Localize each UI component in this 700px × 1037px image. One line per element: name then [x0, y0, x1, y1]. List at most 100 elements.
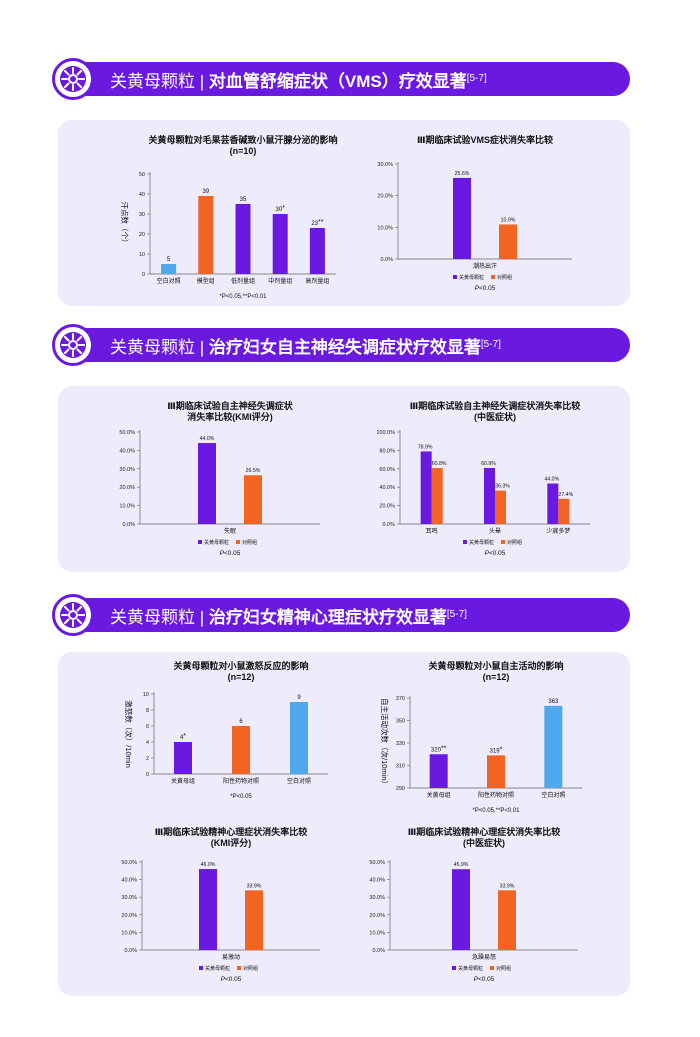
section-header-vms: 关黄母颗粒 | 对血管舒缩症状（VMS）疗效显著[5-7] [52, 58, 630, 100]
panel-psych: 关黄母颗粒对小鼠激怒反应的影响 (n=12) 0 2 4 6 8 10 激怒数（次）/10min… [58, 652, 630, 996]
chart-irritability-kmi: Ⅲ期临床试验精神心理症状消失率比较(KMI评分) 0.0% 10.0% 20.0% 30… [121, 826, 320, 983]
y-tick-label: 60.0% [379, 467, 395, 473]
chart-title: Ⅲ期临床试验VMS症状消失率比较 [417, 134, 553, 145]
y-tick-label: 50.0% [369, 860, 385, 866]
bar [198, 196, 214, 274]
bar-value-label: 78.9% [418, 444, 433, 450]
legend-swatch [236, 540, 240, 544]
chart-tcm-autonomic: Ⅲ期临床试验自主神经失调症状消失率比较(中医症状) 0.0% 20.0% 40.0% 6… [376, 400, 590, 557]
x-tick-label: 空白对照 [541, 791, 565, 799]
y-tick-label: 370 [396, 696, 405, 702]
brand-logo-icon [52, 58, 94, 100]
panel-vms: 关黄母颗粒对毛果芸香碱致小鼠汗腺分泌的影响 (n=10) 0 10 20 30 40 50 汗点… [58, 120, 630, 306]
y-tick-label: 40.0% [121, 878, 137, 884]
chart-irritability-tcm: Ⅲ期临床试验精神心理症状消失率比较(中医症状) 0.0% 10.0% 20.0% 30.… [369, 826, 578, 983]
x-tick-label: 空白对照 [287, 777, 311, 785]
y-tick-label: 10.0% [369, 930, 385, 936]
y-tick-label: 10.0% [119, 504, 135, 510]
chart-subtitle: (n=10) [230, 146, 257, 156]
y-tick-label: 30.0% [121, 895, 137, 901]
y-tick-label: 30.0% [369, 895, 385, 901]
legend-swatch [452, 966, 456, 970]
x-tick-label: 关黄母组 [427, 791, 451, 799]
significance-note: P<0.05 [220, 550, 241, 557]
y-tick-label: 20.0% [119, 485, 135, 491]
bar-value-label: 60.9% [481, 461, 496, 467]
bar-value-label: 25.6% [455, 171, 470, 177]
bar-value-label: 5 [167, 257, 171, 263]
x-tick-label: 急躁易怒 [472, 953, 496, 961]
y-tick-label: 10 [143, 692, 149, 698]
y-tick-label: 30.0% [377, 162, 393, 168]
y-tick-label: 50.0% [119, 430, 135, 436]
legend-label: 对照组 [497, 274, 512, 281]
significance-note: *P<0.05 [230, 794, 252, 800]
bar-value-label: 39 [202, 189, 209, 195]
bar-value-label: 10.9% [501, 217, 516, 223]
y-tick-label: 100.0% [376, 430, 395, 436]
bar [244, 475, 262, 524]
legend-swatch [453, 275, 457, 279]
y-axis-label: 激怒数（次）/10min [124, 700, 134, 768]
chart-title: 关黄母颗粒对小鼠激怒反应的影响 [173, 660, 308, 671]
x-tick-label: 阳性药物对照 [478, 791, 514, 799]
bar [245, 890, 263, 950]
y-tick-label: 80.0% [379, 448, 395, 454]
bar [290, 702, 308, 774]
chart-title: 关黄母颗粒对毛果芸香碱致小鼠汗腺分泌的影响 [148, 134, 337, 145]
chart-subtitle: (KMI评分) [211, 837, 252, 848]
y-tick-label: 0 [142, 272, 145, 278]
legend-label: 关黄母颗粒 [458, 965, 483, 972]
bar-value-label: 45.9% [454, 862, 469, 868]
x-tick-label: 头晕 [489, 527, 501, 535]
x-tick-label: 低剂量组 [231, 277, 255, 285]
bar [174, 742, 192, 774]
y-tick-label: 50 [139, 172, 145, 178]
bar-value-label: 6 [239, 719, 243, 725]
bar-value-label: 35 [240, 197, 247, 203]
x-tick-label: 模型组 [197, 277, 215, 285]
legend-label: 关黄母颗粒 [469, 539, 494, 546]
y-tick-label: 40.0% [379, 485, 395, 491]
legend-swatch [198, 540, 202, 544]
legend-swatch [463, 540, 467, 544]
bar-value-label: 36.3% [495, 484, 510, 490]
bar [431, 468, 443, 524]
bar [235, 204, 251, 274]
bar [547, 483, 559, 524]
y-tick-label: 350 [396, 719, 405, 725]
section-title: 关黄母颗粒 | 对血管舒缩症状（VMS）疗效显著[5-7] [110, 72, 487, 91]
bar-value-label: 44.0% [200, 436, 215, 442]
bar-value-label: 33.9% [500, 883, 515, 889]
y-tick-label: 8 [146, 708, 149, 714]
x-tick-label: 高剂量组 [305, 277, 329, 285]
chart-subtitle: (中医症状) [463, 837, 505, 848]
y-tick-label: 4 [146, 740, 149, 746]
y-tick-label: 10.0% [121, 930, 137, 936]
bar [309, 228, 325, 274]
legend-swatch [490, 966, 494, 970]
legend-label: 对照组 [507, 539, 522, 546]
bar-value-label: 60.8% [432, 461, 447, 467]
y-tick-label: 50.0% [121, 860, 137, 866]
legend-label: 对照组 [496, 965, 511, 972]
bar [498, 890, 516, 950]
y-tick-label: 20.0% [379, 504, 395, 510]
significance-note: P<0.05 [221, 976, 242, 983]
panel-autonomic: Ⅲ期临床试验自主神经失调症状 消失率比较(KMI评分) 0.0% 10.0% 20.0%… [58, 386, 630, 572]
bar [495, 490, 506, 524]
brand-logo-icon [52, 324, 94, 366]
chart-irritation: 关黄母颗粒对小鼠激怒反应的影响(n=12) 0 2 4 6 8 10 激怒数（次）/10min… [124, 660, 328, 800]
x-tick-label: 中剂量组 [268, 277, 292, 285]
bar-value-label: 27.4% [558, 492, 573, 498]
chart-sweat-gland: 关黄母颗粒对毛果芸香碱致小鼠汗腺分泌的影响(n=10) 0 10 20 30 40 50 汗点… [120, 134, 338, 300]
chart-vms-disappearance: Ⅲ期临床试验VMS症状消失率比较 0.0% 10.0% 20.0% 30.0% 25.6%… [377, 134, 572, 292]
bar-value-label: 4* [180, 733, 186, 741]
bar-value-label: 26.5% [246, 468, 261, 474]
y-tick-label: 20.0% [369, 913, 385, 919]
bar [487, 755, 505, 788]
x-tick-label: 失眠 [224, 527, 236, 535]
legend-label: 关黄母颗粒 [205, 965, 230, 972]
bar [232, 726, 250, 774]
y-tick-label: 30 [139, 212, 145, 218]
